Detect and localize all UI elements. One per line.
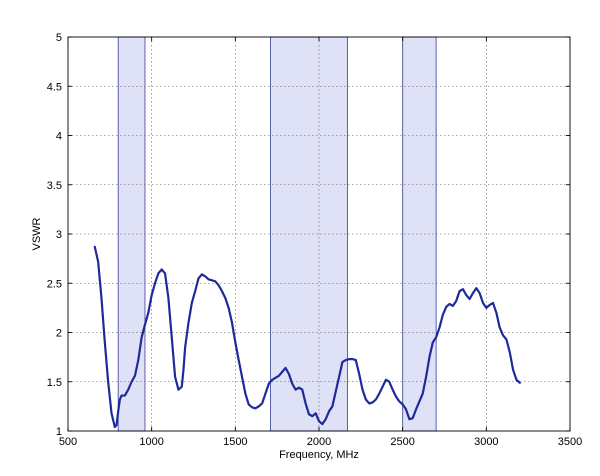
- x-tick-label: 2000: [307, 436, 331, 448]
- x-tick-label: 3000: [474, 436, 498, 448]
- y-tick-label: 1: [56, 426, 62, 438]
- axis-ticks: [67, 36, 571, 432]
- y-tick-label: 4.5: [47, 81, 62, 93]
- x-tick-label: 1500: [223, 436, 247, 448]
- x-tick-label: 500: [59, 436, 77, 448]
- x-tick-label: 1000: [139, 436, 163, 448]
- y-tick-label: 5: [56, 32, 62, 44]
- y-tick-labels: 1 1.5 2 2.5 3 3.5 4 4.5 5: [47, 32, 62, 438]
- y-tick-label: 3: [56, 229, 62, 241]
- frequency-band-3: [402, 36, 437, 432]
- y-axis-label: VSWR: [31, 217, 43, 250]
- x-tick-label: 3500: [558, 436, 582, 448]
- grid: [68, 37, 570, 431]
- y-tick-label: 2: [56, 328, 62, 340]
- x-tick-labels: 500 1000 1500 2000 2500 3000 3500: [59, 436, 582, 448]
- y-tick-label: 4: [56, 131, 62, 143]
- series-line-1: [93, 245, 521, 429]
- y-tick-label: 1.5: [47, 377, 62, 389]
- x-tick-label: 2500: [390, 436, 414, 448]
- series-layer: [93, 245, 521, 429]
- y-tick-label: 2.5: [47, 278, 62, 290]
- y-tick-label: 3.5: [47, 180, 62, 192]
- x-axis-label: Frequency, MHz: [279, 449, 359, 461]
